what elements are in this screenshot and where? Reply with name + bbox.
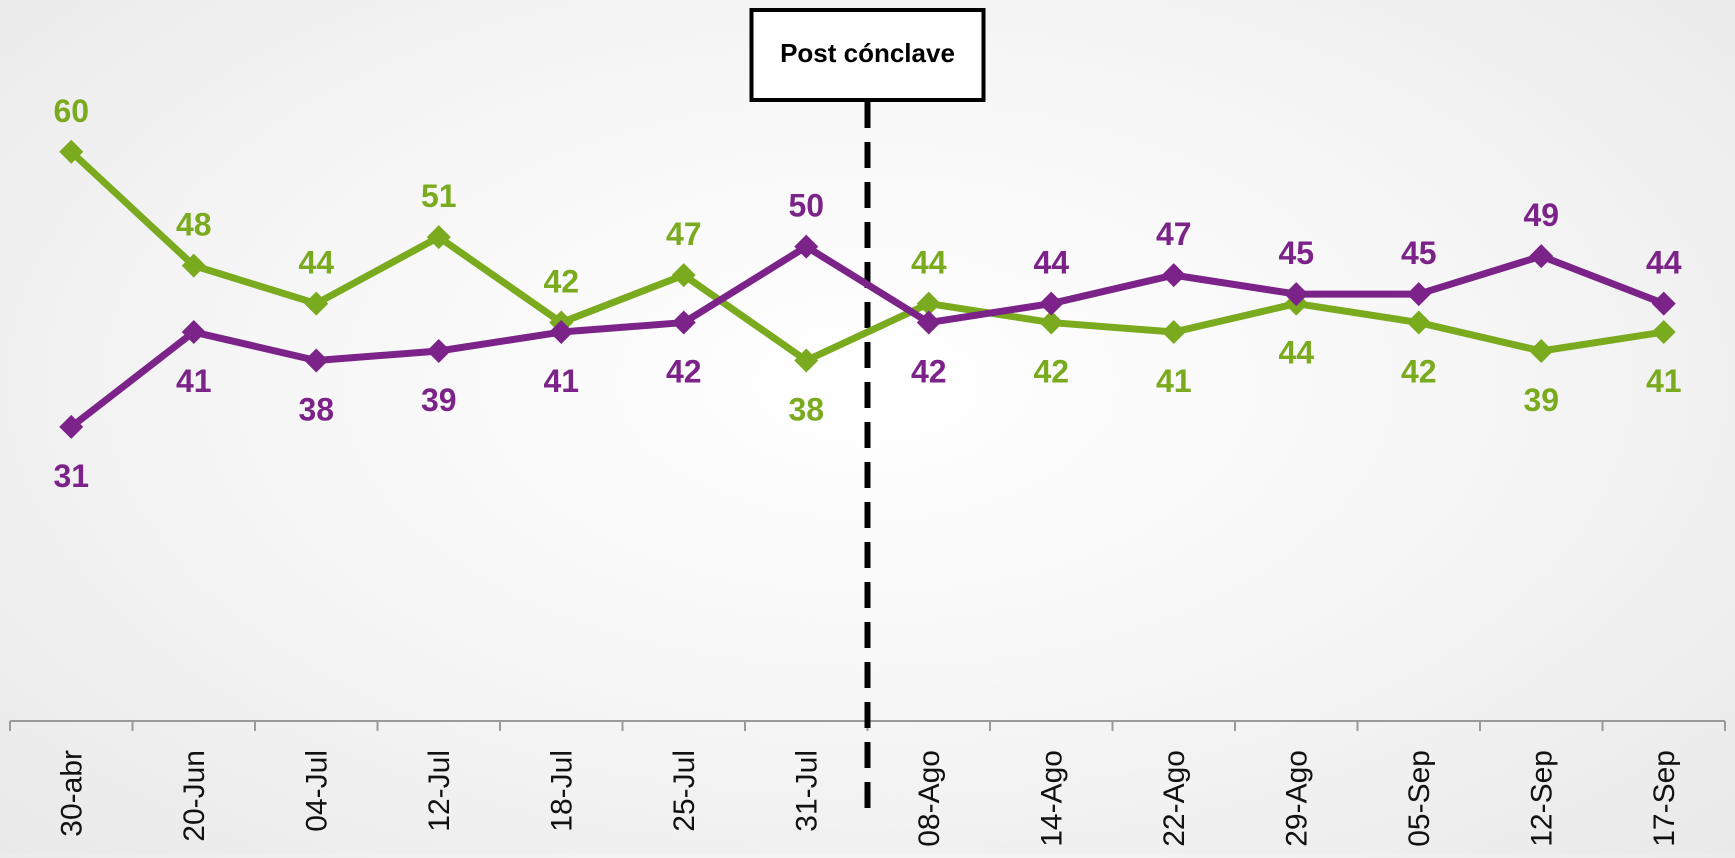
series-0-data-label: 38 (788, 392, 824, 428)
series-0-point (1651, 320, 1676, 345)
series-0-data-label: 60 (53, 93, 89, 129)
x-axis-group: 30-abr 20-Jun 04-Jul 12-Jul 18-Jul 25-Jul 31-J… (9, 720, 1726, 847)
series-group (59, 139, 1676, 439)
x-tick-label: 25-Jul (668, 750, 701, 832)
series-0-data-label: 44 (1278, 335, 1314, 371)
x-tick-label: 18-Jul (545, 750, 578, 832)
series-1-point (426, 339, 451, 364)
series-0-data-label: 48 (176, 207, 212, 243)
series-1-data-label: 41 (176, 363, 212, 399)
series-0-data-label: 44 (911, 245, 947, 281)
series-1-point (671, 310, 696, 335)
x-tick-label: 29-Ago (1280, 750, 1313, 847)
series-0-point (916, 291, 941, 316)
series-1-data-label: 49 (1523, 197, 1559, 233)
series-1-point (304, 348, 329, 373)
x-tick-label: 22-Ago (1158, 750, 1191, 847)
series-1-point (1651, 291, 1676, 316)
series-0-point (1529, 339, 1554, 364)
series-1-point (59, 414, 84, 439)
series-0-point (1161, 320, 1186, 345)
data-label-group: 60 48 44 51 42 47 38 44 42 41 44 42 39 41 31 41 38 39 41 42… (53, 93, 1681, 494)
series-0-data-label: 41 (1646, 363, 1682, 399)
series-1-point (1284, 282, 1309, 307)
series-0-point (671, 263, 696, 288)
x-tick-label: 14-Ago (1035, 750, 1068, 847)
series-1-point (1039, 291, 1064, 316)
series-0-point (181, 253, 206, 278)
series-0-data-label: 42 (543, 264, 579, 300)
series-1-data-label: 50 (788, 188, 824, 224)
annotation-label: Post cónclave (780, 38, 955, 68)
series-0-data-label: 44 (298, 245, 334, 281)
series-1-data-label: 39 (421, 382, 457, 418)
series-1-data-label: 47 (1156, 216, 1192, 252)
series-1-point (181, 320, 206, 345)
series-1-point (794, 234, 819, 259)
x-tick-label: 30-abr (55, 750, 88, 837)
series-0-point (59, 139, 84, 164)
series-1-point (916, 310, 941, 335)
x-tick-label: 17-Sep (1648, 750, 1681, 847)
series-0-data-label: 51 (421, 178, 457, 214)
x-tick-label: 12-Jul (423, 750, 456, 832)
x-tick-label: 12-Sep (1525, 750, 1558, 847)
series-1-point (1529, 244, 1554, 269)
series-0-point (426, 225, 451, 250)
series-0-data-label: 39 (1523, 382, 1559, 418)
series-0-point (794, 348, 819, 373)
series-1-data-label: 31 (53, 458, 89, 494)
x-tick-label: 31-Jul (790, 750, 823, 832)
series-0-data-label: 42 (1033, 354, 1069, 390)
series-1-data-label: 44 (1646, 245, 1682, 281)
series-1-point (1406, 282, 1431, 307)
x-tick-label: 04-Jul (300, 750, 333, 832)
annotation-box (749, 8, 986, 102)
series-0-data-label: 41 (1156, 363, 1192, 399)
series-1-data-label: 41 (543, 363, 579, 399)
series-0-point (304, 291, 329, 316)
x-tick-label: 08-Ago (913, 750, 946, 847)
series-1-point (549, 320, 574, 345)
series-1-data-label: 44 (1033, 245, 1069, 281)
series-line-0 (67, 148, 1668, 364)
series-1-data-label: 45 (1278, 235, 1314, 271)
series-1-point (1161, 263, 1186, 288)
series-0-point (1406, 310, 1431, 335)
series-1-data-label: 45 (1401, 235, 1437, 271)
series-0-data-label: 42 (1401, 354, 1437, 390)
x-tick-label: 20-Jun (178, 750, 211, 842)
series-0-data-label: 47 (666, 216, 702, 252)
series-1-data-label: 42 (911, 354, 947, 390)
series-0-point (1039, 310, 1064, 335)
annotation-group: Post cónclave (749, 8, 986, 808)
x-tick-label: 05-Sep (1403, 750, 1436, 847)
series-1-data-label: 42 (666, 354, 702, 390)
series-line-1 (67, 243, 1668, 431)
series-1-data-label: 38 (298, 392, 334, 428)
